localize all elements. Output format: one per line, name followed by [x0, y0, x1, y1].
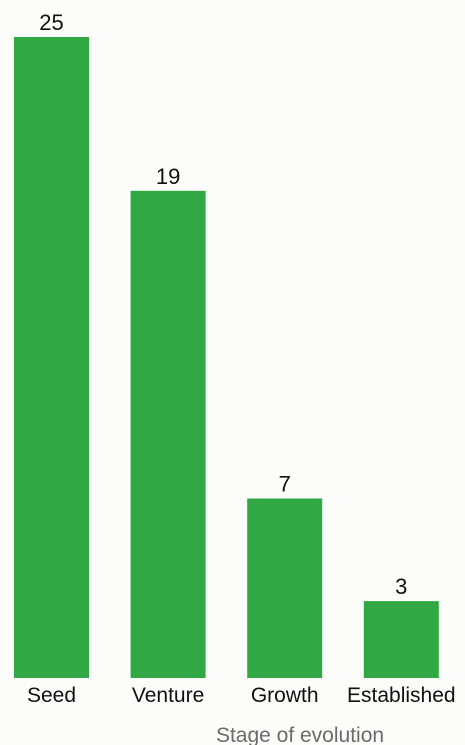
category-labels-group: Seed Venture Growth Established: [27, 684, 456, 707]
bar-venture: [130, 190, 206, 679]
bars-group: [14, 37, 439, 679]
category-label-established: Established: [347, 684, 456, 707]
value-labels-group: 25 19 7 3: [39, 10, 407, 599]
bar-seed: [14, 37, 89, 678]
category-label-venture: Venture: [132, 684, 204, 707]
bar-value-label-seed: 25: [39, 10, 63, 35]
bar-value-label-established: 3: [395, 574, 407, 599]
bar-value-label-venture: 19: [156, 164, 180, 189]
bar-established: [363, 601, 439, 678]
bar-value-label-growth: 7: [279, 472, 291, 497]
x-axis-title: Stage of evolution: [216, 724, 384, 745]
category-label-growth: Growth: [251, 684, 319, 707]
category-label-seed: Seed: [27, 684, 76, 707]
bar-growth: [247, 498, 323, 678]
